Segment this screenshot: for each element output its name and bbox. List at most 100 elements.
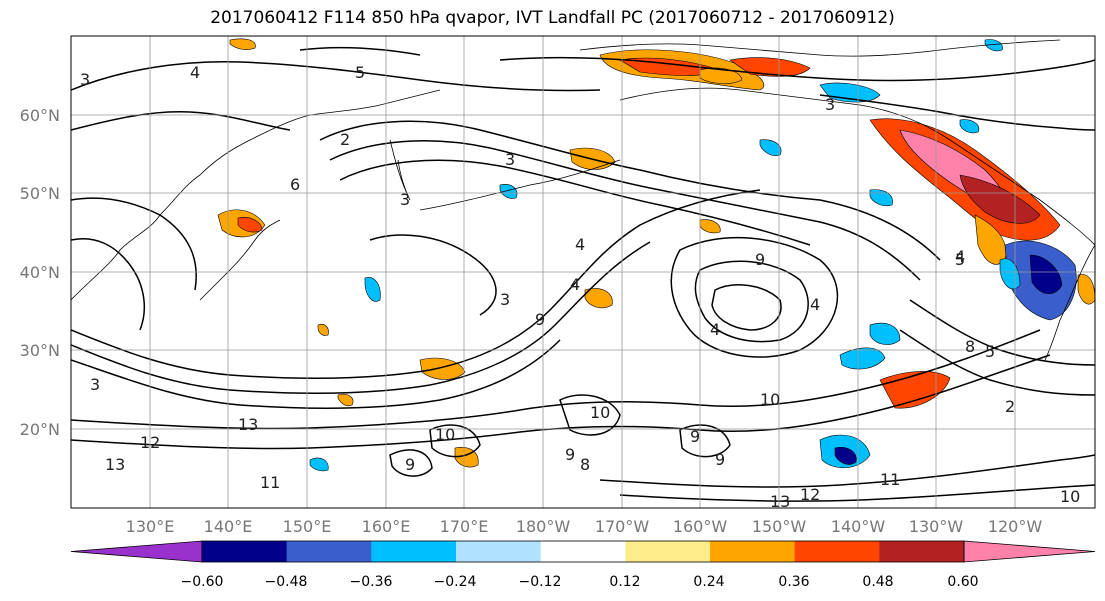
contour-west-2 [71, 238, 146, 331]
coastline-arctic [579, 39, 1061, 57]
contour-subtrop-1 [71, 329, 1041, 430]
contour-label: 12 [800, 485, 820, 504]
contour-label: 8 [965, 337, 975, 356]
contour-label: 10 [1060, 487, 1080, 506]
contour-label: 2 [1005, 397, 1015, 416]
contour-low-center-2 [694, 260, 809, 343]
anomaly-blue-pac-5 [309, 457, 329, 472]
colorbar-tick-label: 0.24 [693, 574, 724, 590]
lon-label: 150°W [752, 517, 807, 536]
colorbar-tick-label: −0.12 [519, 574, 562, 590]
contour-label: 9 [565, 445, 575, 464]
lon-label: 130°E [126, 517, 175, 536]
contour-subtrop-4 [619, 484, 1095, 502]
contour-south-eddy-3 [679, 424, 731, 458]
lon-label: 180°W [516, 517, 571, 536]
colorbar-segment [456, 541, 542, 562]
colorbar-segment [540, 541, 626, 562]
contour-label: 3 [400, 190, 410, 209]
anomaly-small-orange-2 [317, 323, 329, 336]
colorbar [70, 540, 1096, 563]
contour-label: 13 [770, 492, 790, 511]
contour-label: 8 [580, 455, 590, 474]
contour-label: 3 [90, 375, 100, 394]
contour-label: 10 [760, 390, 780, 409]
contour-label: 9 [715, 450, 725, 469]
anomaly-blue-east [869, 322, 901, 345]
latitude-axis: 60°N 50°N 40°N 30°N 20°N [20, 106, 60, 439]
contour-label: 13 [238, 415, 258, 434]
colorbar-frame [201, 540, 965, 563]
contour-label: 11 [880, 470, 900, 489]
anomaly-blue-pac-1 [364, 277, 381, 302]
anomaly-small-orange-4 [337, 393, 354, 407]
colorbar-segment [371, 541, 457, 562]
lon-label: 150°E [283, 517, 332, 536]
colorbar-tick-label: 0.60 [947, 574, 978, 590]
contour-label: 10 [435, 425, 455, 444]
coastline-aleutians [419, 159, 621, 211]
contour-label: 9 [405, 455, 415, 474]
lat-label: 60°N [20, 106, 60, 125]
contour-alaska-1 [819, 94, 1095, 131]
contour-label: 4 [810, 295, 820, 314]
lon-label: 140°E [204, 517, 253, 536]
coastline-alaska [619, 87, 1095, 246]
contour-label: 6 [290, 175, 300, 194]
contour-label: 9 [755, 250, 765, 269]
lon-label: 170°W [595, 517, 650, 536]
contour-s-curve-1 [71, 189, 761, 380]
colorbar-ticks: −0.60 −0.48 −0.36 −0.24 −0.12 0.12 0.24 … [181, 574, 979, 590]
contour-label: 5 [355, 63, 365, 82]
lat-label: 20°N [20, 420, 60, 439]
anomaly-red-japan [237, 217, 263, 233]
contour-label: 3 [500, 290, 510, 309]
contour-label: 3 [80, 70, 90, 89]
contour-label: 5 [955, 250, 965, 269]
anomaly-orange-hawaii [584, 288, 613, 309]
colorbar-segment [794, 541, 880, 562]
colorbar-tick-label: −0.48 [265, 574, 308, 590]
anomaly-small-orange-3 [699, 219, 721, 234]
colorbar-extend-low [70, 540, 203, 563]
coastlines [71, 39, 1095, 361]
colorbar-extend-high [963, 540, 1096, 563]
contour-labels: 3 4 5 3 4 2 3 6 3 3 3 4 4 5 9 4 9 10 11 … [80, 63, 1080, 511]
map-frame [70, 35, 1096, 509]
anomaly-dark-red-core [959, 174, 1041, 224]
contour-label: 4 [955, 247, 965, 266]
contour-low-center-3 [711, 284, 782, 331]
contour-pac-loop-1 [319, 120, 941, 261]
coastline-kamchatka [389, 139, 411, 201]
colorbar-segment [879, 541, 965, 562]
contour-north-1 [71, 61, 601, 92]
lat-label: 50°N [20, 184, 60, 203]
contour-arctic-1 [499, 56, 1095, 82]
contour-low-center [670, 236, 839, 358]
lon-label: 130°W [909, 517, 964, 536]
lon-label: 160°W [673, 517, 728, 536]
colorbar-tick-label: 0.12 [609, 574, 640, 590]
anomaly-blue-pac-3 [869, 189, 893, 207]
contour-label: 9 [535, 310, 545, 329]
contour-label: 9 [690, 427, 700, 446]
colorbar-tick-label: −0.36 [350, 574, 393, 590]
contour-label: 13 [105, 455, 125, 474]
colorbar-segment [710, 541, 796, 562]
contour-label: 5 [985, 342, 995, 361]
contour-east-2 [899, 329, 1095, 396]
anomaly-orange-ne [699, 67, 743, 84]
anomaly-small-orange-1 [229, 38, 256, 50]
lon-label: 160°E [362, 517, 411, 536]
contour-arctic-2 [299, 46, 421, 56]
contour-subtrop-2 [71, 354, 1051, 450]
qvapor-contours [71, 46, 1095, 502]
colorbar-segment [625, 541, 711, 562]
contour-label: 2 [340, 130, 350, 149]
contour-south-eddy-4 [389, 449, 433, 477]
colorbar-segment [202, 541, 288, 562]
contour-label: 3 [825, 95, 835, 114]
contour-pac-loop-2 [329, 140, 921, 281]
coastline-north-america [1044, 244, 1095, 361]
